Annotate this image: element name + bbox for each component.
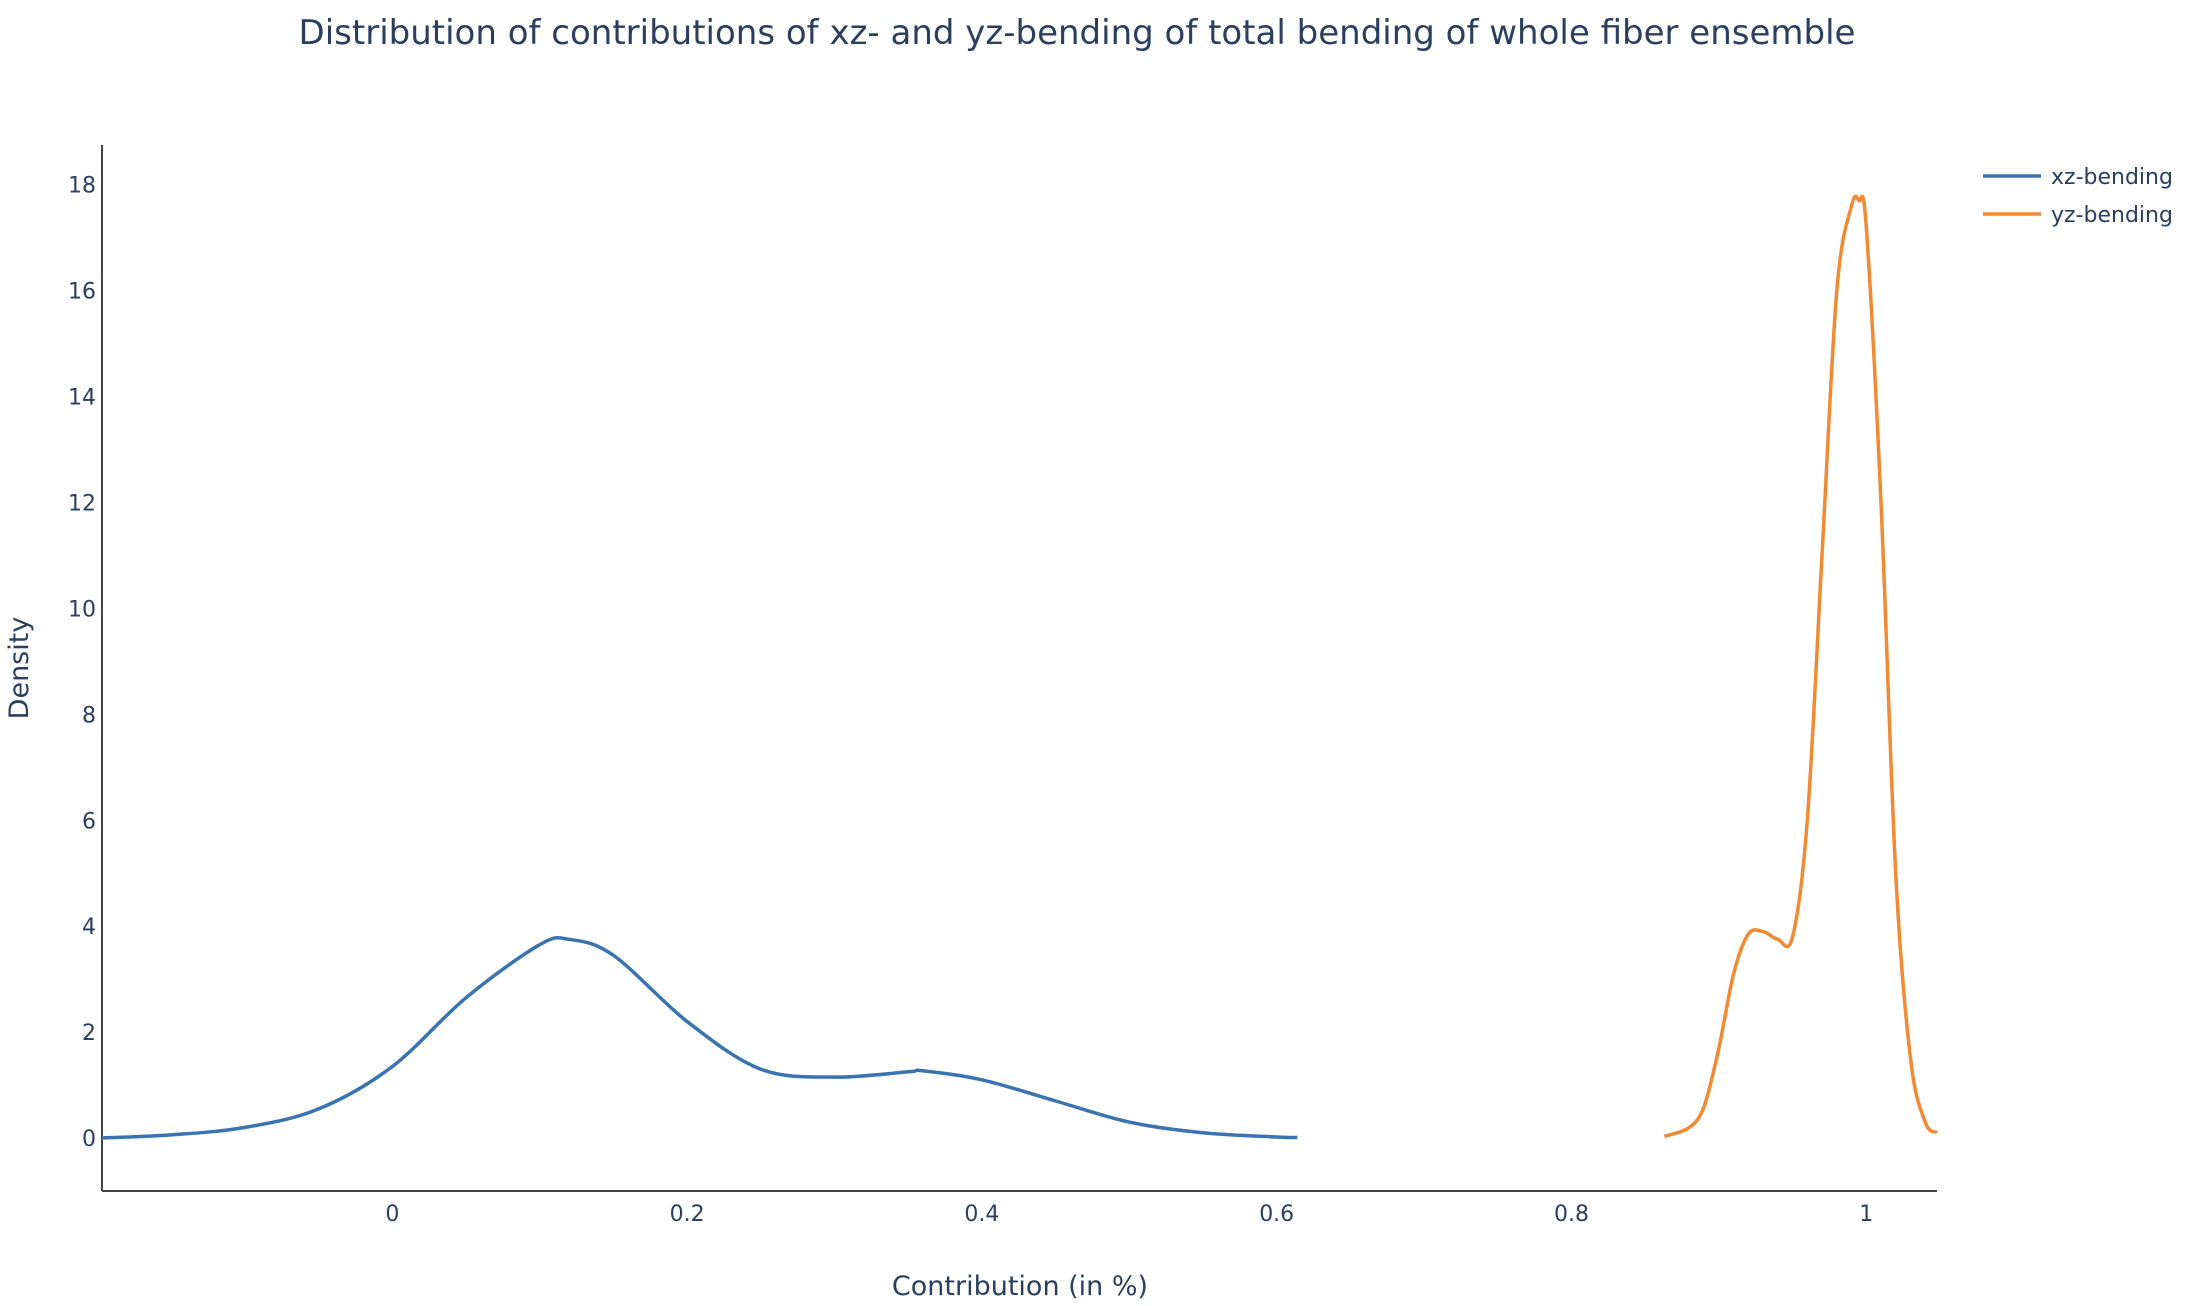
legend-item-xz-bending[interactable]: xz-bending	[1983, 165, 2173, 190]
x-tick-label: 0.8	[1554, 1202, 1589, 1227]
legend-label: yz-bending	[2051, 203, 2173, 228]
y-tick-label: 12	[68, 491, 96, 516]
legend[interactable]: xz-bending yz-bending	[1983, 165, 2173, 228]
y-tick-label: 4	[82, 915, 96, 940]
x-tick-label: 0	[385, 1202, 399, 1227]
chart-title: Distribution of contributions of xz- and…	[299, 13, 1856, 53]
series-layer	[101, 194, 1939, 1140]
y-tick-label: 18	[68, 174, 96, 199]
y-axis-title: Density	[4, 617, 35, 720]
legend-item-yz-bending[interactable]: yz-bending	[1983, 203, 2173, 228]
legend-label: xz-bending	[2051, 165, 2173, 190]
x-tick-label: 1	[1859, 1202, 1873, 1227]
y-tick-label: 14	[68, 386, 96, 411]
x-axis-ticks: 0 0.2 0.4 0.6 0.8 1	[385, 1202, 1873, 1227]
x-tick-label: 0.6	[1259, 1202, 1294, 1227]
x-axis-title: Contribution (in %)	[892, 1271, 1148, 1302]
y-axis-ticks: 0 2 4 6 8 10 12 14 16 18	[68, 174, 96, 1152]
y-tick-label: 8	[82, 703, 96, 728]
series-line-xz-bending[interactable]	[101, 936, 1298, 1140]
x-tick-label: 0.4	[964, 1202, 999, 1227]
y-tick-label: 16	[68, 280, 96, 305]
x-tick-label: 0.2	[670, 1202, 705, 1227]
y-tick-label: 0	[82, 1127, 96, 1152]
y-tick-label: 10	[68, 597, 96, 622]
y-tick-label: 6	[82, 809, 96, 834]
y-tick-label: 2	[82, 1021, 96, 1046]
series-line-yz-bending[interactable]	[1663, 194, 1939, 1139]
